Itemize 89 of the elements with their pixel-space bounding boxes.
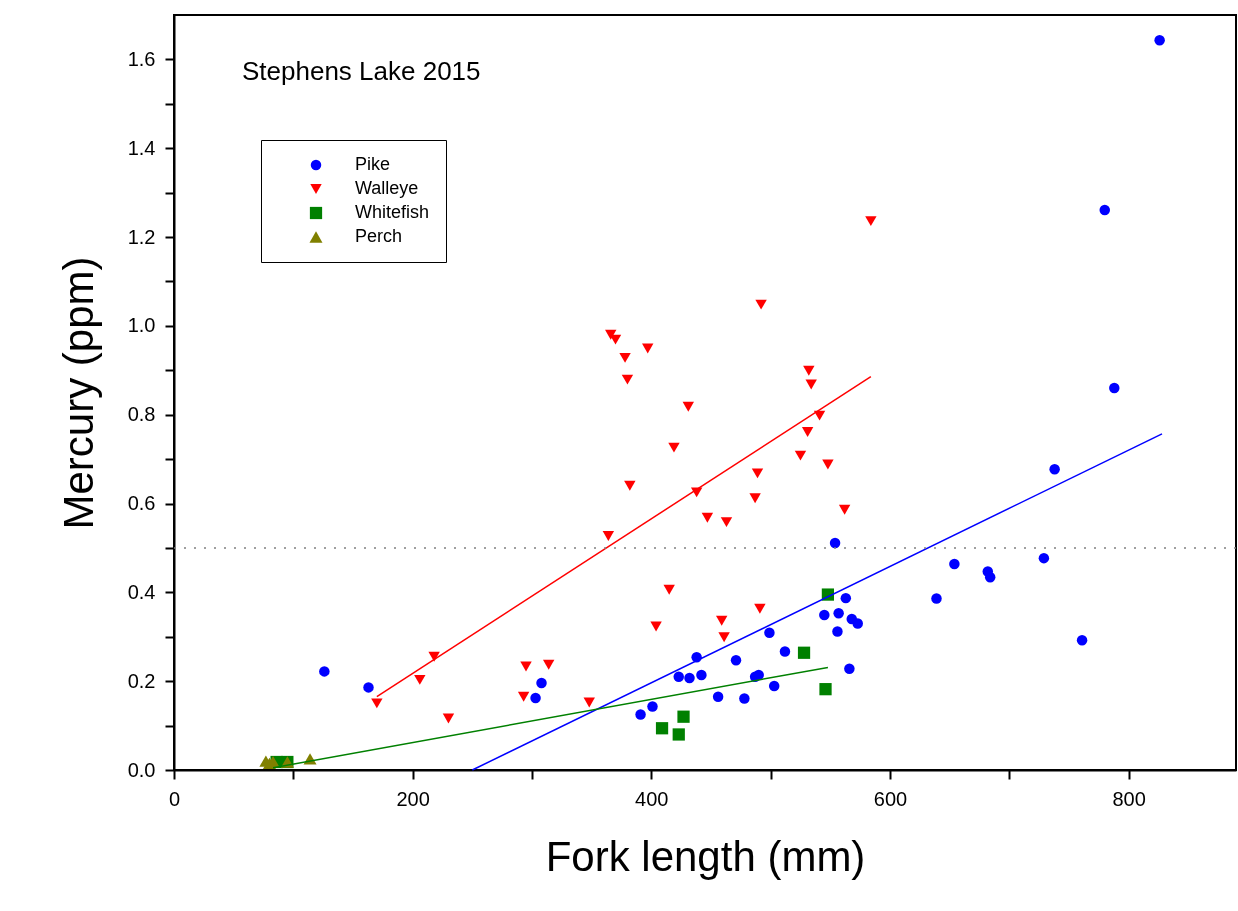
point — [712, 691, 724, 702]
point — [779, 646, 791, 657]
point — [677, 710, 690, 723]
y-tick-label: 1.4 — [127, 136, 156, 159]
point — [730, 655, 742, 666]
point — [865, 216, 877, 227]
point — [984, 572, 996, 583]
text: Stephens Lake 2015 — [242, 56, 481, 86]
point — [1109, 382, 1120, 394]
point — [655, 722, 669, 735]
point — [542, 659, 555, 670]
point — [805, 379, 817, 390]
point — [833, 607, 844, 619]
point — [754, 603, 766, 614]
point — [1076, 635, 1088, 646]
point — [619, 352, 631, 363]
point — [363, 682, 374, 693]
point — [663, 584, 675, 595]
point — [803, 365, 815, 376]
point — [602, 531, 615, 541]
point — [536, 677, 547, 689]
point — [797, 646, 811, 659]
point — [650, 621, 662, 632]
point — [822, 459, 834, 470]
point — [621, 374, 634, 385]
point — [672, 728, 685, 741]
point — [520, 661, 532, 672]
point — [751, 468, 764, 479]
point — [682, 401, 694, 412]
point — [720, 517, 733, 528]
y-tick-label: 1.6 — [127, 47, 156, 70]
legend-label: Pike — [355, 154, 391, 174]
point — [794, 450, 807, 461]
point — [530, 692, 541, 704]
point — [749, 493, 761, 504]
point — [517, 691, 530, 702]
x-tick-label: 200 — [396, 787, 430, 810]
point — [829, 537, 841, 549]
point — [844, 663, 855, 674]
point — [1038, 552, 1050, 564]
point — [949, 558, 960, 570]
point — [1154, 35, 1165, 46]
x-tick-label: 800 — [1112, 787, 1146, 810]
point — [624, 480, 636, 491]
point — [753, 669, 764, 681]
y-axis-title: Mercury (ppm) — [54, 256, 102, 530]
point — [414, 674, 426, 685]
legend-label: Perch — [355, 226, 403, 246]
point — [801, 427, 814, 437]
y-tick-label: 0.4 — [127, 580, 156, 603]
point — [819, 609, 830, 621]
x-axis-title: Fork length (mm) — [545, 832, 866, 880]
y-tick-label: 0.6 — [127, 492, 156, 515]
y-tick-label: 0.2 — [127, 669, 156, 692]
point — [718, 632, 730, 643]
point — [442, 713, 455, 724]
y-tick-label: 0.8 — [127, 403, 156, 426]
point — [1099, 204, 1110, 216]
point — [764, 627, 775, 638]
point — [931, 593, 942, 604]
point — [668, 442, 680, 453]
point — [838, 504, 851, 515]
point — [371, 698, 383, 709]
x-tick-label: 0 — [168, 787, 181, 810]
x-tick-label: 400 — [635, 787, 669, 810]
point — [768, 680, 780, 692]
point — [635, 709, 646, 720]
point — [1049, 464, 1060, 475]
point — [739, 693, 750, 704]
y-tick-label: 0.0 — [127, 758, 156, 781]
point — [673, 671, 684, 682]
y-tick-label: 1.0 — [127, 314, 156, 337]
legend-label: Whitefish — [355, 202, 430, 222]
point — [701, 512, 714, 523]
point — [819, 683, 832, 696]
point — [755, 299, 767, 310]
legend-label: Walleye — [355, 178, 419, 198]
point — [642, 343, 654, 354]
point — [696, 669, 707, 681]
point — [840, 592, 852, 604]
point — [583, 697, 595, 708]
x-tick-label: 600 — [873, 787, 908, 810]
point — [832, 626, 843, 637]
point — [647, 701, 658, 712]
point — [852, 618, 863, 629]
point — [684, 672, 695, 684]
y-tick-label: 1.2 — [127, 225, 156, 248]
point — [716, 615, 728, 626]
point — [319, 666, 330, 677]
